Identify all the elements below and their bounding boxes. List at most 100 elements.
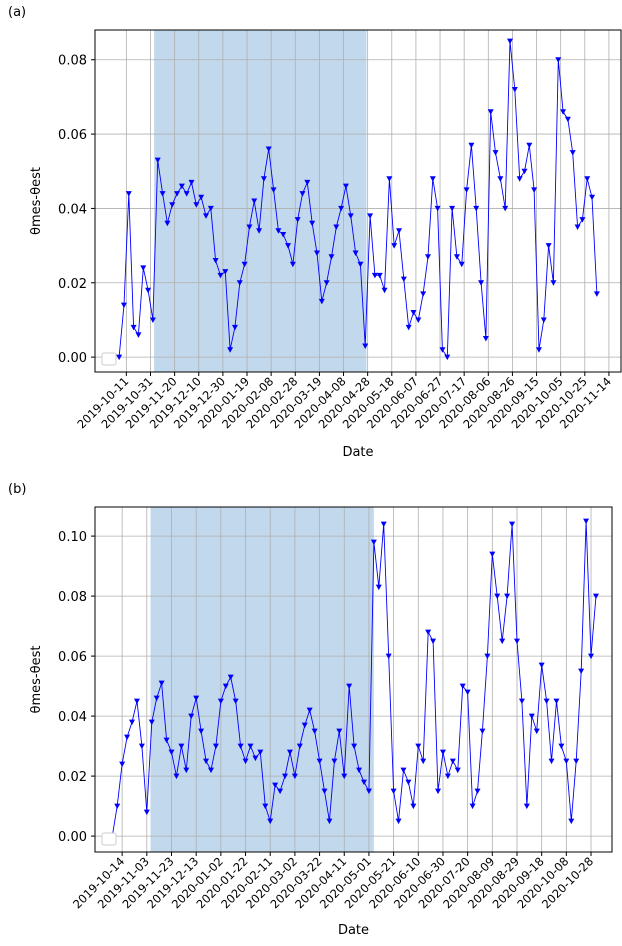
data-point [574,224,581,231]
data-point [159,191,166,197]
data-point [553,698,560,705]
data-point [370,539,377,546]
data-point [331,758,338,765]
data-point [400,767,407,774]
data-point [469,803,476,810]
legend-box [101,832,117,846]
data-point [277,788,284,795]
data-point [125,191,132,197]
data-point [352,250,359,257]
data-point [313,250,320,257]
data-point [338,205,345,212]
data-point [545,243,552,249]
axes-frame [94,506,613,853]
data-point [528,713,535,720]
data-point [362,343,369,349]
data-point [454,767,461,774]
data-point [164,220,171,227]
data-point [424,254,431,260]
data-point [346,683,353,690]
data-point [391,243,398,249]
data-point [336,728,343,735]
data-point [212,257,219,264]
data-point [430,638,437,645]
data-point [439,749,446,756]
data-point [149,317,156,323]
data-point [439,347,446,353]
data-point [513,638,520,645]
data-point [291,773,298,780]
data-point [130,324,137,331]
data-point [222,683,229,690]
data-point [232,698,239,705]
data-point [318,298,325,305]
data-point [133,698,140,705]
data-point [356,767,363,774]
data-point [492,150,499,156]
data-point [435,788,442,795]
data-point [114,803,121,810]
data-point [573,758,580,765]
y-tick-label: 0.00 [58,351,87,366]
data-point [178,743,185,750]
data-point [375,584,382,591]
data-point [236,280,243,286]
data-point [489,551,496,558]
data-point [526,142,533,149]
data-point [333,224,340,231]
shaded-span [150,507,374,852]
data-point [294,217,301,223]
data-point [453,254,460,260]
subplot: (b)2019-10-142019-11-032019-11-232019-12… [8,482,613,938]
data-point [429,176,436,182]
data-point [168,749,175,756]
data-point [289,261,296,268]
data-point [188,713,195,720]
data-point [386,176,393,182]
data-point [473,205,480,212]
data-point [135,332,142,338]
data-point [434,205,441,212]
axes-frame [94,29,622,373]
data-point [256,228,263,234]
data-point [497,176,504,182]
data-point [207,205,214,212]
data-point [311,728,318,735]
data-point [548,758,555,765]
data-point [203,758,210,765]
data-point [444,773,451,780]
y-tick-label: 0.02 [58,770,87,785]
y-tick-label: 0.06 [58,128,87,143]
data-point [463,187,470,193]
data-point [502,205,509,212]
data-point [459,683,466,690]
data-point [169,202,176,208]
y-tick-label: 0.04 [58,202,87,217]
y-tick-label: 0.02 [58,277,87,292]
data-point [299,191,306,197]
data-point [251,198,258,204]
data-point [568,818,575,825]
data-point [342,183,349,190]
data-point [583,518,590,525]
data-point [316,758,323,765]
data-point [326,818,333,825]
data-point [145,287,152,294]
data-point [306,707,313,714]
data-point [540,317,547,323]
data-point [193,202,200,208]
data-point [163,737,170,744]
data-point [129,719,136,726]
panel-label: (b) [8,482,26,497]
data-line [118,41,598,359]
data-point [494,593,501,600]
data-point [301,722,308,729]
data-point [449,205,456,212]
y-tick-label: 0.10 [58,530,87,545]
subplot: (a)2019-10-112019-10-312019-11-202019-12… [8,5,622,460]
data-point [420,291,427,297]
data-point [558,743,565,750]
data-point [533,728,540,735]
data-point [360,779,367,786]
x-axis-label: Date [342,445,373,460]
